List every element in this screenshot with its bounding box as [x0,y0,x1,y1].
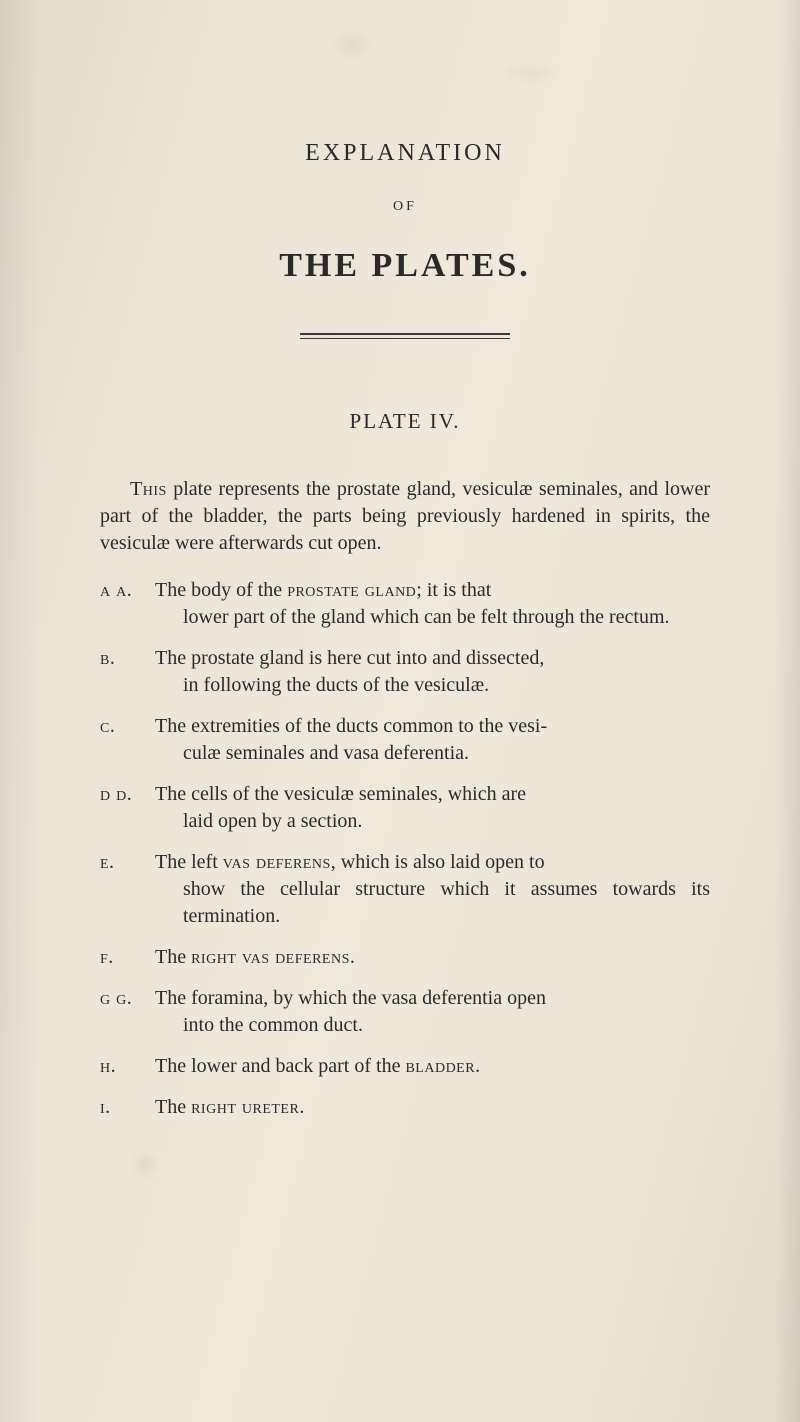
entry-list: a a. The body of the prostate gland; it … [100,577,710,1121]
heading-of: OF [100,199,710,215]
entry-body: The right ureter. [155,1094,710,1121]
page: EXPLANATION OF THE PLATES. PLATE IV. Thi… [0,0,800,1422]
entry-body: The foramina, by which the vasa deferent… [155,985,710,1039]
intro-lead-word: This [130,478,167,500]
entry-label: g g. [100,985,155,1039]
entry-body: The body of the prostate gland; it is th… [155,577,710,631]
heading-explanation: EXPLANATION [100,140,710,167]
entry-label: a a. [100,577,155,631]
entry-gg: g g. The foramina, by which the vasa def… [100,985,710,1039]
entry-label: d d. [100,781,155,835]
intro-paragraph: This plate represents the prostate gland… [100,476,710,557]
paper-stain [500,60,560,85]
heading-the-plates: THE PLATES. [100,247,710,285]
entry-c: c. The extremities of the ducts common t… [100,713,710,767]
entry-body: The lower and back part of the bladder. [155,1053,710,1080]
entry-f: f. The right vas deferens. [100,944,710,971]
intro-text: plate represents the prostate gland, ves… [100,478,710,554]
entry-label: i. [100,1094,155,1121]
plate-number-heading: PLATE IV. [100,409,710,434]
entry-label: c. [100,713,155,767]
entry-aa: a a. The body of the prostate gland; it … [100,577,710,631]
entry-label: f. [100,944,155,971]
entry-body: The prostate gland is here cut into and … [155,645,710,699]
entry-b: b. The prostate gland is here cut into a… [100,645,710,699]
paper-stain [330,30,375,60]
horizontal-rule [300,333,510,339]
entry-label: b. [100,645,155,699]
entry-dd: d d. The cells of the vesiculæ seminales… [100,781,710,835]
entry-e: e. The left vas deferens, which is also … [100,849,710,930]
paper-stain [130,1150,160,1180]
entry-i: i. The right ureter. [100,1094,710,1121]
entry-label: h. [100,1053,155,1080]
entry-body: The left vas deferens, which is also lai… [155,849,710,930]
entry-body: The extremities of the ducts common to t… [155,713,710,767]
entry-h: h. The lower and back part of the bladde… [100,1053,710,1080]
entry-label: e. [100,849,155,930]
entry-body: The cells of the vesiculæ seminales, whi… [155,781,710,835]
entry-body: The right vas deferens. [155,944,710,971]
